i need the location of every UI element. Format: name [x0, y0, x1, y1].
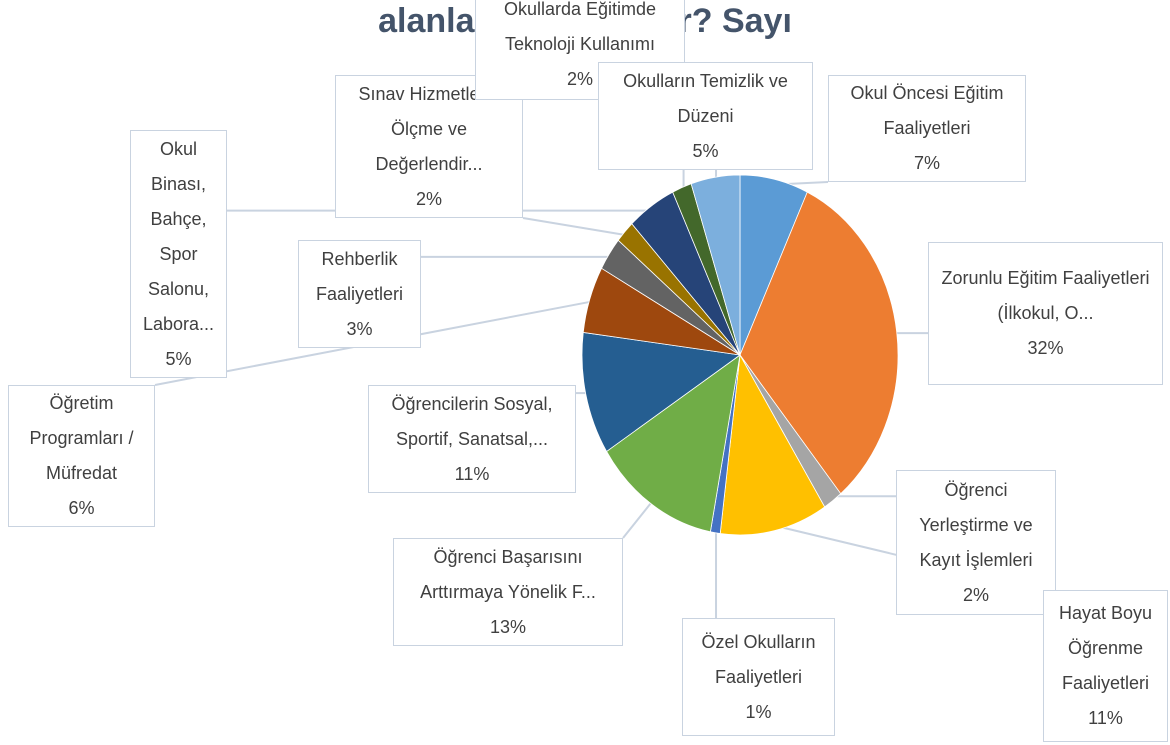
label-category: Okullarda Eğitimde Teknoloji Kullanımı [503, 0, 657, 54]
data-label: Özel Okulların Faaliyetleri 1% [682, 618, 835, 736]
data-label: Okulların Temizlik ve Düzeni 5% [598, 62, 813, 170]
label-value: 3% [346, 318, 373, 339]
label-category: Hayat Boyu Öğrenme Faaliyetleri [1058, 603, 1153, 693]
label-category: Okul Binası, Bahçe, Spor Salonu, Labora.… [142, 138, 215, 334]
data-label: Öğretim Programları / Müfredat 6% [8, 385, 155, 527]
leader-line [522, 217, 629, 237]
label-value: 7% [913, 153, 940, 173]
label-category: Öğrencilerin Sosyal, Sportif, Sanatsal,.… [391, 393, 553, 449]
pie-slice [739, 191, 899, 495]
data-label: Öğrenci Yerleştirme ve Kayıt İşlemleri 2% [896, 470, 1056, 615]
label-category: Özel Okulların Faaliyetleri [701, 631, 816, 687]
label-category: Sınav Hizmetleri / Ölçme ve Değerlendir.… [358, 83, 500, 174]
label-value: 32% [1027, 338, 1064, 358]
label-category: Zorunlu Eğitim Faaliyetleri (İlkokul, O.… [941, 268, 1150, 323]
label-category: Öğrenci Başarısını Arttırmaya Yönelik F.… [420, 546, 596, 602]
leader-line [622, 498, 655, 539]
label-value: 13% [489, 616, 527, 637]
label-value: 2% [415, 188, 442, 209]
data-label: Okul Öncesi Eğitim Faaliyetleri 7% [828, 75, 1026, 182]
label-value: 2% [566, 68, 593, 89]
data-label: Hayat Boyu Öğrenme Faaliyetleri 11% [1043, 590, 1168, 742]
data-label: Öğrenci Başarısını Arttırmaya Yönelik F.… [393, 538, 623, 646]
data-label: Öğrencilerin Sosyal, Sportif, Sanatsal,.… [368, 385, 576, 493]
label-category: Öğretim Programları / Müfredat [29, 393, 134, 483]
label-category: Okulların Temizlik ve Düzeni [623, 70, 788, 126]
pie-slice [581, 331, 742, 453]
label-value: 1% [745, 701, 772, 722]
label-value: 2% [962, 584, 989, 605]
pie-slice [690, 174, 741, 356]
data-label: Rehberlik Faaliyetleri 3% [298, 240, 421, 348]
data-label: Okul Binası, Bahçe, Spor Salonu, Labora.… [130, 130, 227, 378]
label-value: 11% [1088, 708, 1123, 728]
label-category: Okul Öncesi Eğitim Faaliyetleri [850, 83, 1004, 138]
pie-slice [606, 354, 741, 533]
pie-slice [719, 353, 826, 536]
label-value: 11% [454, 463, 490, 484]
label-value: 5% [692, 140, 719, 161]
label-category: Rehberlik Faaliyetleri [315, 248, 404, 304]
label-value: 5% [165, 348, 192, 369]
label-category: Öğrenci Yerleştirme ve Kayıt İşlemleri [919, 479, 1033, 570]
label-value: 6% [68, 498, 95, 518]
data-label: Zorunlu Eğitim Faaliyetleri (İlkokul, O.… [928, 242, 1163, 385]
